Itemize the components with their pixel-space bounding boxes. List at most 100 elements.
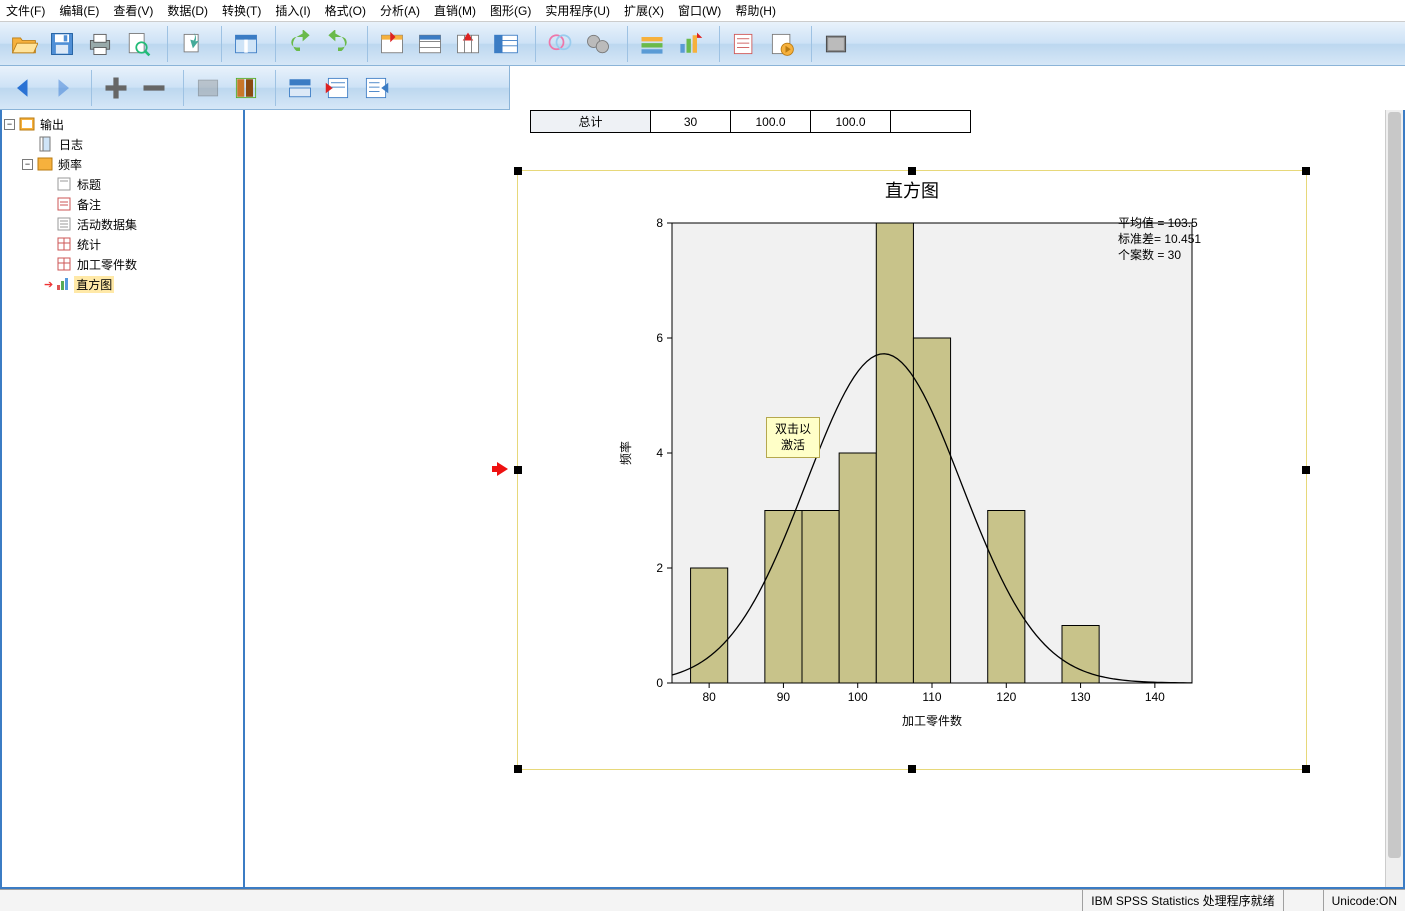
- histogram-chart-object[interactable]: 直方图 024688090100110120130140加工零件数频率 平均值 …: [517, 170, 1307, 770]
- tree-item-log[interactable]: 日志: [4, 134, 241, 154]
- print-button[interactable]: [82, 26, 118, 62]
- menu-edit[interactable]: 编辑(E): [59, 2, 99, 19]
- resize-handle[interactable]: [1302, 466, 1310, 474]
- menu-view[interactable]: 查看(V): [113, 2, 153, 19]
- menu-direct[interactable]: 直销(M): [434, 2, 476, 19]
- svg-text:90: 90: [777, 690, 791, 704]
- expand-button[interactable]: [98, 70, 134, 106]
- tree-root[interactable]: − 输出: [4, 114, 241, 134]
- split-button[interactable]: [634, 26, 670, 62]
- svg-text:140: 140: [1145, 690, 1165, 704]
- insert-title-button[interactable]: [320, 70, 356, 106]
- tree-notes-label: 备注: [75, 196, 103, 213]
- svg-text:频率: 频率: [618, 441, 633, 465]
- goto-case-button[interactable]: [412, 26, 448, 62]
- goto-variable-button[interactable]: [450, 26, 486, 62]
- show-button[interactable]: [190, 70, 226, 106]
- tree-var-label: 加工零件数: [75, 256, 139, 273]
- tree-item-title[interactable]: 标题: [4, 174, 241, 194]
- insert-heading-button[interactable]: [282, 70, 318, 106]
- vertical-scrollbar[interactable]: [1385, 110, 1403, 887]
- resize-handle[interactable]: [514, 466, 522, 474]
- stat-mean: 平均值 = 103.5: [1118, 215, 1201, 231]
- status-unicode: Unicode:ON: [1323, 890, 1405, 911]
- dblclick-tooltip: 双击以激活: [766, 417, 820, 458]
- resize-handle[interactable]: [1302, 765, 1310, 773]
- dataset-icon: [56, 216, 72, 232]
- outline-pane[interactable]: − 输出 日志 − 频率 标题 备注 活动数据集: [2, 110, 245, 887]
- svg-text:80: 80: [702, 690, 716, 704]
- menu-data[interactable]: 数据(D): [167, 2, 208, 19]
- chart-stats-text: 平均值 = 103.5 标准差= 10.451 个案数 = 30: [1118, 215, 1201, 264]
- run-syntax-button[interactable]: [764, 26, 800, 62]
- menu-analyze[interactable]: 分析(A): [380, 2, 420, 19]
- collapse-icon[interactable]: −: [22, 159, 33, 170]
- chart-title: 直方图: [518, 177, 1306, 203]
- output-content-pane[interactable]: 总计 30 100.0 100.0 直方图 0: [245, 110, 1403, 887]
- resize-handle[interactable]: [908, 765, 916, 773]
- collapse-icon[interactable]: −: [4, 119, 15, 130]
- save-button[interactable]: [44, 26, 80, 62]
- svg-text:加工零件数: 加工零件数: [902, 713, 962, 728]
- resize-handle[interactable]: [1302, 167, 1310, 175]
- menu-file[interactable]: 文件(F): [6, 2, 45, 19]
- tree-item-variable[interactable]: 加工零件数: [4, 254, 241, 274]
- title-icon: [56, 176, 72, 192]
- histogram-svg: 024688090100110120130140加工零件数频率: [612, 213, 1212, 743]
- svg-text:110: 110: [922, 690, 941, 704]
- table-icon: [56, 236, 72, 252]
- recall-dialog-button[interactable]: [228, 26, 264, 62]
- tree-item-notes[interactable]: 备注: [4, 194, 241, 214]
- total-n: 30: [651, 111, 731, 133]
- designate-window-button[interactable]: [818, 26, 854, 62]
- tree-item-frequencies[interactable]: − 频率: [4, 154, 241, 174]
- tree-item-statistics[interactable]: 统计: [4, 234, 241, 254]
- hide-button[interactable]: [228, 70, 264, 106]
- statusbar: IBM SPSS Statistics 处理程序就绪 Unicode:ON: [0, 889, 1405, 911]
- insert-text-button[interactable]: [358, 70, 394, 106]
- menu-extensions[interactable]: 扩展(X): [624, 2, 664, 19]
- resize-handle[interactable]: [514, 765, 522, 773]
- svg-text:4: 4: [656, 446, 663, 460]
- menu-utilities[interactable]: 实用程序(U): [545, 2, 610, 19]
- tree-title-label: 标题: [75, 176, 103, 193]
- svg-text:120: 120: [996, 690, 1016, 704]
- variables-button[interactable]: [488, 26, 524, 62]
- resize-handle[interactable]: [514, 167, 522, 175]
- menu-transform[interactable]: 转换(T): [222, 2, 261, 19]
- menu-graphs[interactable]: 图形(G): [490, 2, 531, 19]
- menu-window[interactable]: 窗口(W): [678, 2, 721, 19]
- goto-data-button[interactable]: [374, 26, 410, 62]
- forward-button[interactable]: [44, 70, 80, 106]
- svg-text:100: 100: [848, 690, 868, 704]
- redo-button[interactable]: [320, 26, 356, 62]
- run-descriptives-button[interactable]: [726, 26, 762, 62]
- total-label: 总计: [531, 111, 651, 133]
- chart-builder-button[interactable]: [672, 26, 708, 62]
- export-button[interactable]: [174, 26, 210, 62]
- notes-icon: [56, 196, 72, 212]
- main-toolbar: [0, 22, 1405, 66]
- frequency-total-table[interactable]: 总计 30 100.0 100.0: [530, 110, 971, 133]
- resize-handle[interactable]: [908, 167, 916, 175]
- menu-help[interactable]: 帮助(H): [735, 2, 776, 19]
- svg-text:130: 130: [1071, 690, 1091, 704]
- table-icon: [56, 256, 72, 272]
- tree-item-active-dataset[interactable]: 活动数据集: [4, 214, 241, 234]
- svg-text:6: 6: [656, 331, 663, 345]
- total-pct: 100.0: [731, 111, 811, 133]
- status-gap: [1283, 890, 1323, 911]
- output-icon: [19, 116, 35, 132]
- menu-format[interactable]: 格式(O): [325, 2, 366, 19]
- tree-item-histogram[interactable]: ➔ 直方图: [4, 274, 241, 294]
- open-button[interactable]: [6, 26, 42, 62]
- svg-text:8: 8: [656, 216, 663, 230]
- menu-insert[interactable]: 插入(I): [275, 2, 310, 19]
- select-cases-button[interactable]: [542, 26, 578, 62]
- weight-cases-button[interactable]: [580, 26, 616, 62]
- undo-button[interactable]: [282, 26, 318, 62]
- menubar: 文件(F) 编辑(E) 查看(V) 数据(D) 转换(T) 插入(I) 格式(O…: [0, 0, 1405, 22]
- collapse-button[interactable]: [136, 70, 172, 106]
- back-button[interactable]: [6, 70, 42, 106]
- print-preview-button[interactable]: [120, 26, 156, 62]
